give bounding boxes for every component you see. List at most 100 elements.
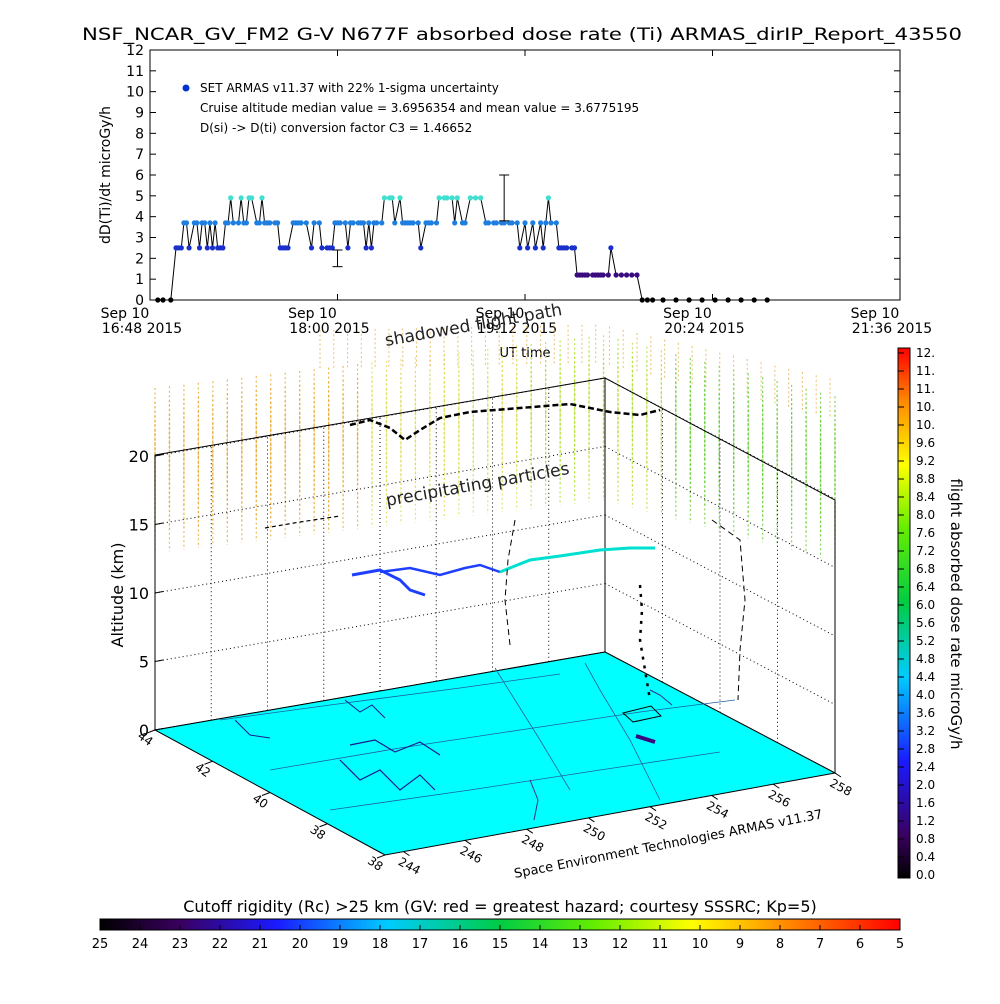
series-point: [392, 220, 398, 226]
altitude-tick-label: 10: [129, 584, 149, 603]
colorbar-tick-label: 2.8: [916, 742, 935, 756]
series-point: [204, 245, 210, 251]
altitude-tick: [154, 522, 164, 525]
series-point: [379, 220, 385, 226]
colorbar-tick-label: 8.0: [916, 508, 935, 522]
colorbar-tick-label: 1.2: [916, 814, 935, 828]
longitude-tick: [649, 806, 657, 812]
series-point: [433, 220, 440, 226]
series-dose-rate: [155, 174, 770, 303]
latitude-tick-label: 42: [193, 760, 214, 780]
latitude-tick: [146, 729, 156, 734]
shadow-track-mid: [264, 515, 341, 529]
x-tick-label-time: 21:36 2015: [852, 321, 932, 337]
rigidity-tick-label: 25: [92, 937, 109, 952]
rigidity-tick-label: 24: [132, 937, 149, 952]
y-tick-label: 8: [135, 126, 144, 142]
series-point: [764, 297, 770, 303]
legend-note-factor: D(si) -> D(ti) conversion factor C3 = 1.…: [200, 121, 472, 135]
colorbar-tick-label: 7.6: [916, 526, 935, 540]
colorbar-tick-label: 7.2: [916, 544, 935, 558]
rigidity-tick-label: 7: [816, 937, 824, 952]
x-tick-label-date: Sep 10: [663, 306, 712, 322]
series-point: [650, 297, 656, 303]
series-point: [553, 220, 559, 226]
longitude-tick-label: 248: [519, 832, 546, 855]
series-point: [228, 195, 234, 201]
y-tick-label: 10: [126, 85, 144, 101]
series-point: [235, 220, 242, 226]
flight-track-3d-view: 0 5 10 15 20 Altitude (km) 244 246 248 250 252 25…: [108, 300, 965, 882]
series-point: [230, 220, 236, 226]
series-point: [267, 220, 273, 226]
colorbar-tick-label: 11.: [916, 364, 935, 378]
y-tick-label: 5: [135, 189, 144, 205]
descent-track: [638, 584, 652, 701]
y-tick-label: 12: [126, 43, 144, 59]
series-point: [256, 220, 262, 226]
colorbar-tick-label: 4.4: [916, 670, 935, 684]
colorbar-tick-label: 2.4: [916, 760, 935, 774]
series-point: [311, 220, 317, 226]
series-point: [454, 195, 460, 201]
series-point: [183, 220, 190, 226]
series-point: [538, 220, 544, 226]
series-point: [530, 220, 536, 226]
rigidity-tick-label: 21: [252, 937, 269, 952]
x-axis-label: UT time: [500, 346, 551, 361]
colorbar-tick-label: 12.: [916, 346, 935, 360]
rigidity-tick-label: 19: [332, 937, 349, 952]
series-point: [316, 220, 322, 226]
colorbar-tick-label: 3.6: [916, 706, 935, 720]
series-point: [608, 245, 614, 251]
grid-line-right-wall: [604, 514, 836, 637]
grid-line-right-wall: [604, 446, 836, 568]
series-point: [194, 220, 200, 226]
series-point: [366, 220, 372, 226]
latitude-tick: [204, 760, 213, 765]
series-point: [712, 297, 718, 303]
series-point: [337, 220, 343, 226]
cutoff-rigidity-bar: Cutoff rigidity (Rc) >25 km (GV: red = g…: [92, 897, 904, 952]
grid-line-left-wall: [154, 377, 606, 457]
altitude-tick: [154, 728, 164, 731]
series-point: [381, 195, 387, 201]
y-tick-label: 1: [135, 272, 144, 288]
grid-line-right-wall: [604, 377, 836, 500]
rigidity-tick-label: 16: [452, 937, 469, 952]
series-point: [410, 220, 416, 226]
longitude-tick-label: 256: [766, 787, 793, 810]
x-tick-label-date: Sep 10: [851, 306, 900, 322]
altitude-tick: [154, 454, 164, 457]
series-point: [238, 195, 244, 201]
colorbar-tick-label: 10.: [916, 400, 935, 414]
grid-line-right-wall: [604, 583, 836, 705]
series-point: [308, 245, 315, 251]
ground-projection: [504, 519, 516, 646]
colorbar-tick-label: 3.2: [916, 724, 935, 738]
colorbar-tick-label: 9.6: [916, 436, 935, 450]
colorbar-tick-label: 0.0: [916, 868, 935, 882]
series-point: [415, 220, 421, 226]
series-point: [225, 220, 231, 226]
series-point: [525, 245, 531, 251]
series-point: [673, 297, 679, 303]
longitude-tick-label: 250: [581, 821, 608, 844]
series-point: [160, 297, 166, 303]
colorbar-tick-label: 0.8: [916, 832, 935, 846]
colorbar-tick-label: 5.2: [916, 634, 935, 648]
ground-track: [635, 734, 656, 744]
longitude-tick-label: 244: [396, 855, 423, 878]
series-point: [360, 220, 367, 226]
colorbar-tick-label: 9.2: [916, 454, 935, 468]
series-point: [532, 245, 539, 251]
altitude-axis-ticks: 0 5 10 15 20: [129, 447, 164, 740]
series-point: [350, 220, 356, 226]
y-tick-label: 11: [126, 64, 144, 80]
series-point: [186, 245, 192, 251]
series-point: [444, 195, 450, 201]
series-point: [485, 220, 492, 226]
rigidity-tick-label: 11: [652, 937, 669, 952]
